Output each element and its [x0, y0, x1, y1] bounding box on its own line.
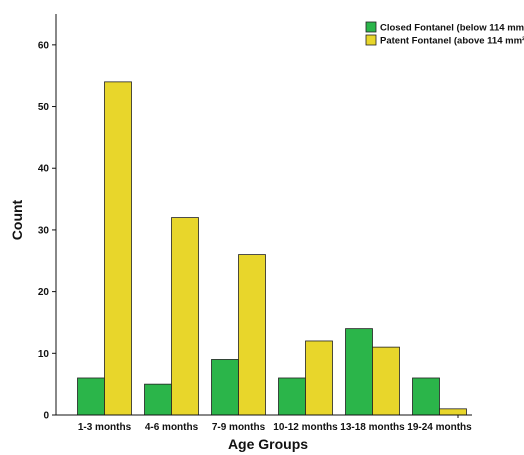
y-tick-label: 60 — [38, 40, 50, 51]
bar-patent-3 — [305, 340, 333, 416]
x-axis-title: Age Groups — [228, 436, 308, 452]
y-tick-label: 20 — [38, 287, 50, 298]
legend-swatch-1 — [365, 34, 377, 46]
bar-closed-4 — [345, 328, 373, 416]
bar-closed-0 — [77, 377, 105, 416]
x-tick-label: 13-18 months — [340, 422, 405, 433]
y-tick-label: 10 — [38, 349, 50, 360]
x-tick-label: 1-3 months — [78, 422, 132, 433]
bar-closed-5 — [412, 377, 440, 416]
legend-swatch-0 — [365, 21, 377, 33]
bar-closed-2 — [211, 359, 239, 416]
bar-patent-4 — [372, 346, 400, 416]
legend-label-1: Patent Fontanel (above 114 mm²) — [380, 36, 524, 47]
y-tick-label: 40 — [38, 164, 50, 175]
bar-patent-0 — [104, 81, 132, 416]
bar-closed-1 — [144, 383, 172, 416]
y-tick-label: 0 — [43, 411, 49, 422]
x-tick-label: 7-9 months — [212, 422, 266, 433]
y-tick-label: 30 — [38, 225, 50, 236]
bars-group — [77, 81, 467, 416]
legend: Closed Fontanel (below 114 mm²) Patent Fo… — [365, 21, 524, 47]
bar-patent-5 — [439, 408, 467, 416]
x-tick-label: 4-6 months — [145, 422, 199, 433]
x-ticks-group: 1-3 months 4-6 months 7-9 months 10-12 mont… — [78, 415, 472, 433]
x-tick-label: 19-24 months — [407, 422, 472, 433]
y-axis-title: Count — [9, 199, 25, 240]
x-tick-label: 10-12 months — [273, 422, 338, 433]
bar-patent-2 — [238, 254, 266, 416]
bar-patent-1 — [171, 217, 199, 416]
bar-closed-3 — [278, 377, 306, 416]
y-tick-label: 50 — [38, 102, 50, 113]
y-ticks-group: 0 10 20 30 40 50 60 — [38, 40, 56, 422]
legend-label-0: Closed Fontanel (below 114 mm²) — [380, 23, 524, 34]
